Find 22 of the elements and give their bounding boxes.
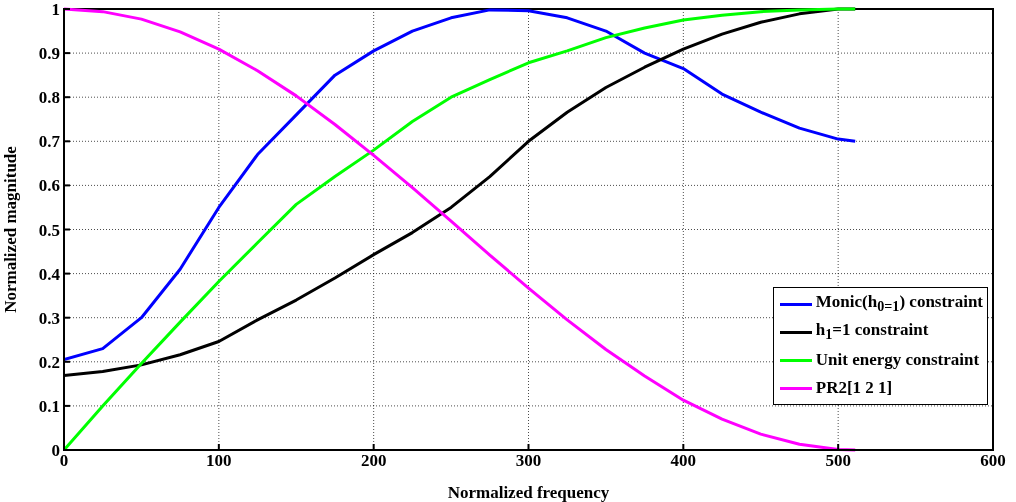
legend-label: Monic(h$_{0=1}$) constraint <box>815 292 983 316</box>
x-tick-label: 200 <box>360 451 387 471</box>
x-tick-label: 400 <box>670 451 697 471</box>
y-tick-label: 0.3 <box>38 308 60 328</box>
legend-label: Unit energy constraint <box>815 350 980 370</box>
y-tick-label: 0.1 <box>38 396 60 416</box>
y-tick-label: 0.2 <box>38 352 60 372</box>
x-tick-label: 100 <box>206 451 232 471</box>
x-tick-label: 500 <box>825 451 851 471</box>
y-tick-label: 0.4 <box>38 264 61 284</box>
y-tick-label: 0.7 <box>38 132 61 152</box>
x-tick-label: 600 <box>980 451 1006 471</box>
y-tick-label: 0.6 <box>38 176 60 196</box>
y-axis-title: Normalized magnitude <box>1 145 21 313</box>
y-tick-label: 0.8 <box>38 88 60 108</box>
y-tick-label: 0.5 <box>38 220 60 240</box>
x-tick-label: 300 <box>515 451 542 471</box>
legend-label: h$_{1}$=1 constraint <box>815 320 929 344</box>
y-tick-label: 0.9 <box>38 44 60 64</box>
y-tick-label: 1 <box>51 0 60 20</box>
x-axis-title: Normalized frequency <box>447 483 610 502</box>
legend-label: PR2[1 2 1] <box>815 378 893 398</box>
